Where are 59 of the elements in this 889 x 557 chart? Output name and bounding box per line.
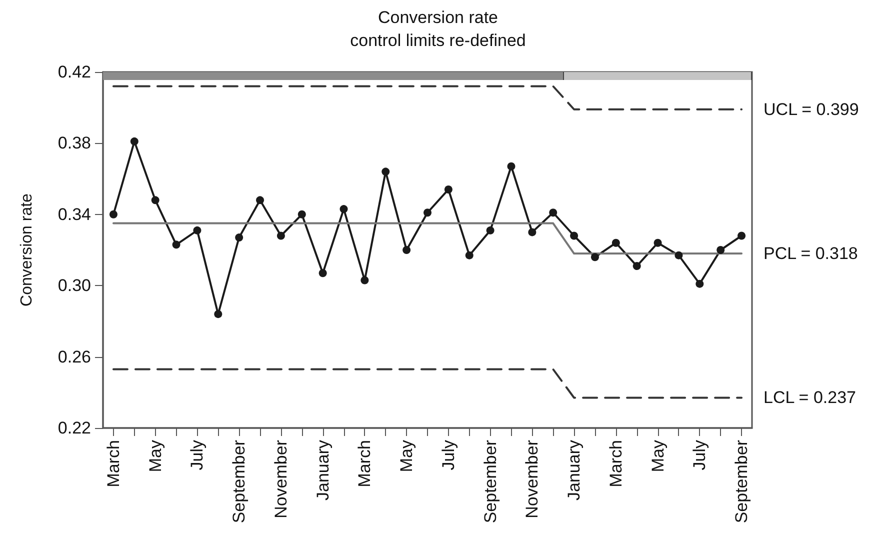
y-tick-label: 0.38 — [58, 134, 91, 153]
series-label: LCL = 0.237 — [764, 388, 856, 408]
x-tick-label: May — [648, 440, 668, 472]
point — [151, 196, 160, 204]
point — [382, 168, 390, 176]
chart-subtitle: control limits re-defined — [350, 31, 526, 50]
x-tick-label: January — [313, 440, 332, 500]
point — [590, 253, 599, 262]
point — [424, 208, 432, 217]
y-axis-title: Conversion rate — [18, 193, 36, 306]
point — [298, 210, 306, 218]
point — [276, 232, 285, 240]
point — [109, 210, 118, 218]
point — [654, 238, 662, 247]
y-tick-label: 0.42 — [58, 62, 91, 82]
x-tick-label: July — [690, 440, 710, 470]
y-tick-label: 0.30 — [58, 276, 91, 296]
x-tick-label: March — [355, 440, 374, 488]
x-tick-label: May — [397, 440, 416, 472]
series-label: UCL = 0.399 — [764, 100, 859, 119]
point — [256, 196, 264, 204]
x-tick-label: July — [188, 440, 207, 470]
point — [340, 205, 348, 214]
point — [528, 228, 536, 236]
point — [214, 310, 222, 318]
y-tick-label: 0.26 — [58, 347, 91, 366]
point — [172, 240, 180, 249]
point — [696, 280, 704, 288]
x-tick-label: November — [522, 440, 542, 518]
point — [444, 185, 452, 194]
point — [486, 226, 494, 234]
x-tick-label: January — [564, 440, 584, 500]
point — [465, 251, 474, 260]
x-tick-label: September — [480, 440, 500, 524]
x-tick-label: March — [606, 440, 626, 488]
x-tick-label: July — [438, 440, 458, 470]
point — [570, 232, 578, 240]
point — [318, 269, 327, 278]
x-tick-label: September — [230, 440, 249, 524]
x-tick-label: November — [271, 440, 290, 518]
y-tick-label: 0.34 — [58, 204, 91, 224]
point — [360, 276, 369, 284]
point — [402, 246, 411, 254]
point — [193, 226, 202, 234]
point — [612, 238, 620, 247]
point — [507, 162, 516, 170]
point — [549, 208, 558, 217]
point — [235, 234, 244, 242]
x-tick-label: March — [104, 440, 123, 488]
point — [716, 246, 725, 254]
series-label: PCL = 0.318 — [764, 244, 858, 264]
point — [674, 251, 683, 260]
point — [738, 232, 746, 240]
chart-title: Conversion rate — [378, 8, 498, 27]
x-tick-label: May — [146, 440, 165, 472]
point — [632, 262, 641, 270]
point — [130, 137, 138, 146]
y-tick-label: 0.22 — [58, 418, 91, 438]
x-tick-label: September — [732, 440, 752, 524]
